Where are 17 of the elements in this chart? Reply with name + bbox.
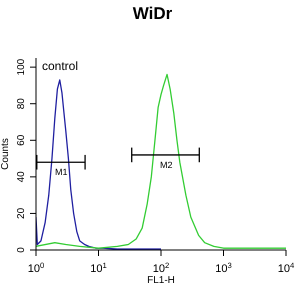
y-tick-label: 0 — [16, 246, 27, 253]
y-tick-label: 100 — [16, 58, 27, 76]
annotation: control — [42, 59, 78, 73]
x-tick-label: 10$^{1}$ — [90, 260, 107, 275]
annotation: M2 — [160, 160, 173, 170]
x-tick-label: 10$^{3}$ — [215, 260, 232, 275]
x-tick-label: 10$^{0}$ — [28, 260, 44, 275]
x-tick-label: 10$^{2}$ — [152, 260, 170, 275]
y-tick-label: 80 — [16, 98, 27, 110]
y-tick-label: 40 — [16, 170, 27, 182]
y-tick-label: 20 — [16, 207, 27, 219]
annotation: M1 — [55, 167, 68, 177]
chart-title: WiDr — [132, 4, 174, 24]
x-axis-title: FL1-H — [147, 275, 175, 286]
y-axis-title: Counts — [0, 138, 11, 170]
y-tick-label: 60 — [16, 134, 27, 146]
x-tick-label: 10$^{4}$ — [278, 260, 295, 275]
